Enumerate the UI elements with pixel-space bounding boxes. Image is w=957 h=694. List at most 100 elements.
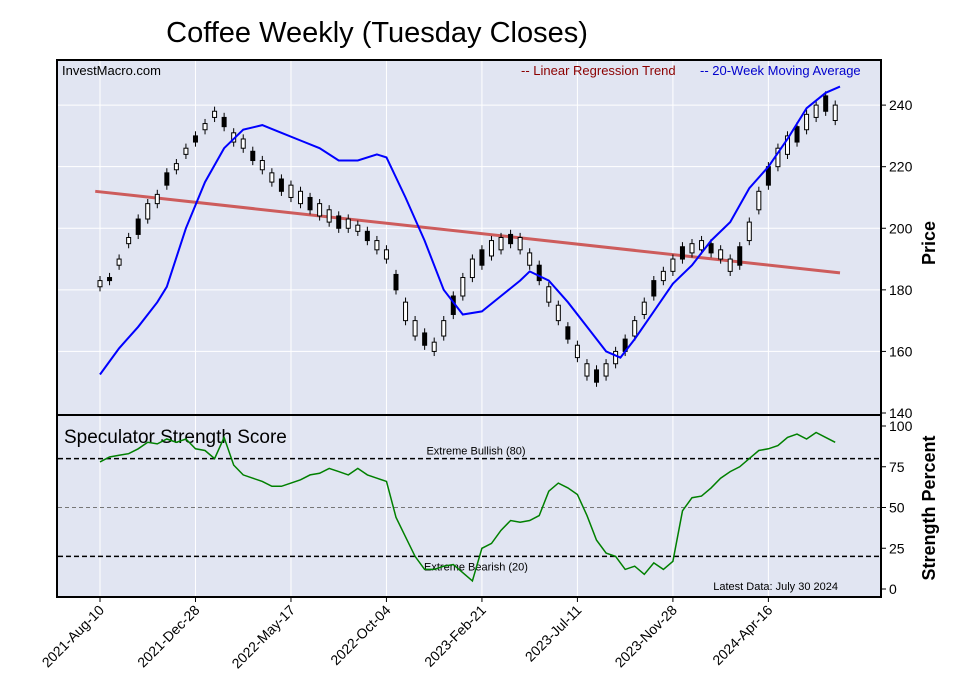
candle-body — [412, 320, 418, 337]
candle-body — [641, 301, 647, 315]
candle-body — [250, 150, 256, 162]
price-y-tick-label: 140 — [889, 405, 913, 421]
moving-average-line — [99, 85, 841, 376]
candle-body — [298, 190, 304, 205]
latest-data-note: Latest Data: July 30 2024 — [713, 581, 838, 593]
candle-body — [498, 237, 504, 251]
x-axis: 2021-Aug-10 2021-Dec-28 2022-May-17 2022-Oc… — [39, 597, 776, 671]
candle-body — [574, 344, 580, 359]
candle-body — [756, 190, 762, 211]
candle-body — [422, 332, 428, 346]
candle-body — [441, 320, 447, 337]
candle-body — [403, 301, 409, 322]
candle-body — [307, 196, 313, 211]
candle-body — [679, 246, 685, 260]
strength-y-tick-label: 25 — [889, 540, 905, 556]
candle-body — [546, 286, 552, 303]
candle-body — [145, 203, 151, 220]
price-y-tick-label: 200 — [889, 220, 913, 236]
candle-body — [508, 233, 514, 245]
candle-body — [584, 363, 590, 377]
candle-body — [832, 104, 838, 121]
candle-body — [336, 215, 342, 229]
legend-ma: -- 20-Week Moving Average — [700, 63, 861, 78]
price-y-tick-label: 160 — [889, 343, 913, 359]
strength-y-tick-label: 50 — [889, 500, 905, 516]
strength-reference-label: Extreme Bullish (80) — [426, 446, 525, 458]
candle-body — [269, 172, 275, 183]
candle-body — [555, 304, 561, 322]
candle-body — [164, 172, 170, 186]
price-y-tick-label: 180 — [889, 282, 913, 298]
candle-body — [594, 369, 600, 383]
strength-y-tick-label: 75 — [889, 459, 905, 475]
strength-score-line — [99, 431, 836, 583]
candle-body — [278, 178, 284, 192]
candle-body — [288, 184, 294, 198]
candle-body — [259, 160, 265, 171]
candle-body — [135, 218, 141, 235]
watermark: InvestMacro.com — [62, 63, 161, 78]
candle-body — [689, 243, 695, 254]
price-y-tick-label: 240 — [889, 97, 913, 113]
candle-body — [823, 95, 829, 112]
candle-body — [670, 258, 676, 272]
candle-body — [383, 249, 389, 260]
candle-body — [488, 240, 494, 257]
strength-ylabel: Strength Percent — [919, 435, 939, 580]
candle-body — [813, 104, 819, 118]
candle-body — [240, 138, 246, 149]
strength-series — [99, 431, 836, 583]
candle-body — [460, 277, 466, 297]
candle-body — [660, 270, 666, 282]
x-tick-label: 2024-Apr-16 — [709, 602, 775, 668]
candle-body — [708, 243, 714, 254]
candle-body — [364, 230, 370, 242]
candle-body — [192, 135, 198, 143]
candle-body — [374, 240, 380, 251]
candle-body — [355, 224, 361, 232]
candle-body — [804, 113, 810, 131]
x-tick-label: 2023-Feb-21 — [421, 602, 489, 670]
candle-body — [183, 147, 189, 155]
x-tick-label: 2021-Aug-10 — [39, 602, 108, 671]
price-ylabel: Price — [919, 221, 939, 265]
ma-layer — [99, 85, 841, 376]
candle-body — [326, 209, 332, 223]
trend-layer — [95, 189, 841, 275]
candle-body — [746, 221, 752, 242]
candle-body — [202, 123, 208, 131]
strength-reference-lines: Extreme Bullish (80)Extreme Bearish (20) — [58, 446, 880, 573]
candle-body — [345, 218, 351, 229]
chart-title: Coffee Weekly (Tuesday Closes) — [166, 17, 588, 49]
x-tick-label: 2023-Nov-28 — [611, 602, 680, 671]
candle-body — [527, 252, 533, 266]
candle-body — [97, 280, 103, 288]
strength-y-tick-label: 0 — [889, 581, 897, 597]
strength-panel-bg — [56, 414, 882, 598]
candle-body — [107, 277, 113, 282]
candle-body — [651, 280, 657, 297]
candle-body — [173, 163, 179, 171]
candle-body — [317, 203, 323, 217]
x-tick-label: 2022-Oct-04 — [327, 602, 393, 668]
candle-body — [737, 246, 743, 266]
candle-body — [565, 326, 571, 340]
price-y-ticks: 140 160 180 200 220 240 — [881, 97, 913, 421]
strength-grid — [99, 416, 769, 596]
candle-body — [221, 116, 227, 128]
candle-body — [479, 249, 485, 266]
candle-body — [431, 341, 437, 352]
candle-layer — [97, 91, 838, 387]
candle-body — [603, 363, 609, 377]
x-tick-label: 2022-May-17 — [228, 602, 298, 672]
candle-body — [126, 237, 132, 245]
candle-body — [469, 258, 475, 279]
candle-body — [517, 237, 523, 251]
candle-body — [784, 135, 790, 155]
strength-y-tick-label: 100 — [889, 418, 913, 434]
legend-trend: -- Linear Regression Trend — [521, 63, 676, 78]
price-panel-bg — [56, 59, 882, 416]
regression-trend-line — [95, 189, 841, 275]
